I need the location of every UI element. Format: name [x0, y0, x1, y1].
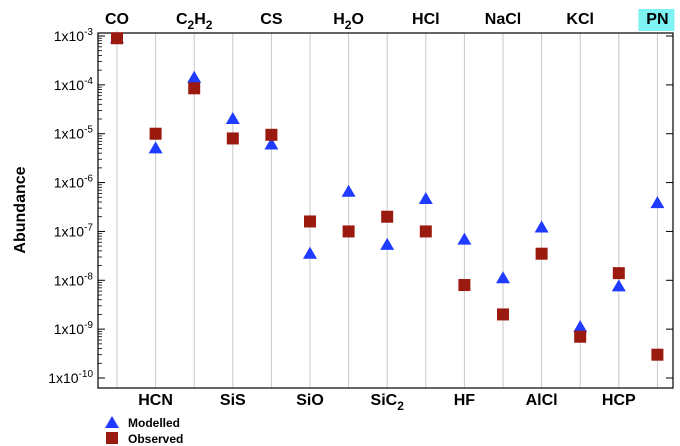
y-tick-label: 1x10-9 [54, 320, 94, 337]
molecule-label: PN [646, 11, 668, 28]
y-tick-label: 1x10-4 [54, 76, 94, 93]
observed-point [149, 127, 162, 140]
observed-point [651, 348, 664, 361]
molecule-label: SiO [296, 392, 324, 409]
molecule-label: HCN [138, 392, 173, 409]
modelled-point [457, 232, 472, 245]
observed-point [381, 210, 394, 223]
molecule-labels: CO HCN C2H2 SiS CS SiO H2O SiC2 HCl HF NaCl AlCl KCl… [105, 9, 675, 413]
y-tick-label: 1x10-6 [54, 174, 94, 191]
modelled-point [187, 70, 202, 83]
molecule-label: CS [260, 11, 283, 28]
y-tick-label: 1x10-5 [54, 125, 94, 142]
y-tick-label: 1x10-8 [54, 271, 94, 288]
modelled-point [418, 192, 433, 205]
molecule-label: NaCl [485, 11, 521, 28]
observed-point [111, 32, 123, 45]
label-highlight [638, 9, 675, 31]
modelled-point [303, 246, 317, 259]
legend: Modelled Observed [105, 416, 183, 446]
modelled-point [573, 320, 588, 333]
modelled-point [264, 137, 279, 150]
observed-point [574, 330, 587, 343]
observed-point [226, 132, 239, 145]
legend-modelled-label: Modelled [128, 416, 180, 430]
modelled-point [148, 141, 163, 154]
modelled-point [534, 220, 549, 233]
molecule-label: H2O [333, 11, 364, 32]
molecule-label: HF [454, 392, 476, 409]
observed-point [458, 279, 471, 292]
modelled-point [650, 196, 665, 209]
observed-point [342, 225, 355, 238]
observed-point [265, 128, 278, 141]
molecule-label: HCl [412, 11, 440, 28]
molecule-label: AlCl [526, 392, 558, 409]
modelled-point [380, 237, 395, 250]
observed-point [304, 215, 316, 228]
y-tick-label: 1x10-7 [54, 222, 94, 239]
molecule-label: SiC2 [371, 392, 405, 413]
observed-point [612, 267, 625, 280]
modelled-point [611, 279, 626, 292]
observed-point [497, 308, 509, 321]
data-marks [110, 31, 665, 361]
legend-observed-marker [106, 432, 118, 444]
observed-point [419, 225, 432, 238]
molecule-label: SiS [220, 392, 246, 409]
legend-observed-label: Observed [128, 432, 183, 446]
y-tick-label: 1x10-3 [54, 27, 94, 44]
modelled-point [341, 184, 356, 197]
y-tick-label: 1x10-10 [48, 369, 93, 386]
modelled-point [225, 112, 240, 125]
observed-point [535, 247, 548, 260]
legend-modelled-marker [105, 416, 119, 428]
molecule-label: HCP [602, 392, 636, 409]
molecule-label: C2H2 [176, 11, 213, 32]
molecule-label: KCl [566, 11, 594, 28]
y-axis-label: Abundance [12, 166, 29, 253]
y-axis-ticks: 1x10-3 1x10-4 1x10-5 1x10-6 1x10-7 1x10-8 1x10… [48, 27, 673, 386]
plot-frame [97, 32, 674, 389]
observed-point [188, 82, 201, 95]
modelled-point [496, 271, 510, 284]
molecule-label: CO [105, 11, 129, 28]
